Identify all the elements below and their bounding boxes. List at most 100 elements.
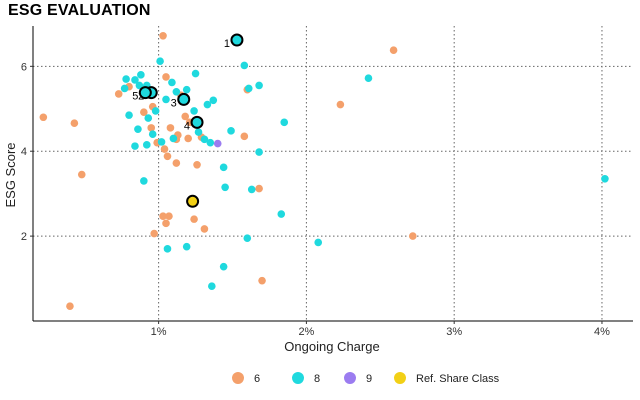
highlighted-point-3 [177, 92, 191, 106]
data-point-series-8 [144, 114, 153, 122]
grid-lines [33, 26, 633, 321]
data-point-series-8 [131, 76, 139, 84]
legend-swatch [394, 372, 406, 384]
data-point-series-8 [163, 245, 172, 253]
x-tick-label: 2% [298, 326, 314, 338]
data-point-series-8 [206, 138, 215, 147]
x-axis-title: Ongoing Charge [284, 339, 379, 354]
data-point-series-8 [221, 183, 229, 192]
data-point-series-6 [258, 276, 266, 285]
highlighted-point-label-5: 5 [132, 91, 138, 103]
data-point-series-6 [160, 145, 169, 153]
highlighted-point-label-1: 1 [224, 38, 230, 50]
data-point-series-6 [159, 31, 167, 40]
data-point-series-8 [135, 81, 144, 90]
data-points [39, 31, 609, 310]
chart-title: ESG EVALUATION [8, 2, 151, 19]
data-point-series-8 [255, 148, 263, 156]
tick-labels: 1% 2% 3% 4% 2 4 6 [21, 61, 610, 338]
data-point-series-6 [77, 170, 86, 179]
data-point-series-6 [409, 232, 417, 240]
axes [32, 26, 633, 322]
legend-label: 8 [314, 373, 320, 385]
data-point-series-8 [203, 100, 212, 109]
highlighted-points: 12345 [132, 33, 244, 132]
data-point-series-8 [137, 71, 145, 79]
data-point-series-8 [162, 95, 170, 104]
data-point-series-8 [148, 130, 157, 139]
data-point-series-8 [244, 84, 253, 93]
data-point-series-6 [165, 212, 173, 220]
data-point-series-6 [190, 215, 198, 223]
data-point-series-8 [125, 111, 133, 119]
data-point-series-6 [172, 159, 181, 167]
data-point-series-6 [114, 90, 123, 98]
highlighted-point-1 [230, 33, 244, 47]
y-axis-title: ESG Score [3, 142, 18, 207]
data-point-series-8 [134, 125, 142, 133]
data-point-series-8 [209, 96, 218, 105]
data-point-series-8 [364, 74, 373, 83]
data-point-series-8 [314, 238, 323, 247]
legend-swatch [292, 372, 304, 384]
data-point-series-6 [147, 124, 156, 132]
data-point-series-8 [140, 177, 148, 185]
data-point-series-8 [219, 163, 228, 172]
data-point-series-9 [213, 139, 222, 148]
data-point-series-8 [168, 78, 176, 87]
data-point-series-8 [190, 107, 198, 115]
data-point-series-8 [255, 81, 263, 90]
data-point-series-8 [243, 234, 252, 243]
data-point-series-6 [70, 119, 79, 128]
data-point-series-8 [172, 87, 181, 96]
legend-label: Ref. Share Class [416, 373, 500, 385]
data-point-series-8 [191, 69, 200, 78]
x-tick-label: 4% [594, 326, 610, 338]
data-point-series-6 [184, 134, 192, 143]
highlighted-point-label-4: 4 [184, 120, 190, 132]
x-tick-label: 3% [446, 326, 462, 338]
data-point-series-6 [181, 112, 190, 121]
data-point-series-8 [227, 127, 235, 135]
legend-label: 6 [254, 373, 260, 385]
data-point-series-8 [120, 84, 129, 93]
data-point-series-6 [162, 73, 170, 81]
data-point-series-8 [182, 242, 191, 251]
highlighted-point-label-3: 3 [171, 97, 177, 109]
data-point-series-8 [247, 185, 256, 194]
data-point-series-8 [131, 142, 139, 150]
y-tick-label: 4 [21, 146, 27, 158]
y-tick-label: 6 [21, 61, 27, 73]
data-point-series-8 [240, 61, 249, 70]
data-point-series-6 [39, 113, 48, 122]
data-point-series-6 [159, 212, 167, 220]
data-point-series-8 [219, 262, 228, 271]
data-point-series-8 [200, 135, 209, 144]
data-point-series-6 [389, 46, 398, 54]
highlighted-point-4 [190, 115, 204, 129]
data-point-series-6 [162, 219, 170, 228]
data-point-series-6 [140, 108, 148, 116]
data-point-series-8 [142, 141, 151, 149]
data-point-series-8 [182, 85, 191, 94]
data-point-series-8 [208, 282, 216, 290]
data-point-series-8 [601, 175, 609, 183]
data-point-series-8 [157, 138, 166, 146]
data-point-series-8 [122, 75, 130, 83]
data-point-series-8 [277, 210, 286, 218]
data-point-series-6 [336, 100, 345, 109]
data-point-series-6 [240, 132, 249, 141]
data-point-series-8 [169, 134, 178, 143]
x-tick-label: 1% [151, 326, 167, 338]
data-point-series-8 [156, 57, 164, 66]
data-point-series-6 [163, 152, 172, 161]
y-tick-label: 2 [21, 231, 27, 243]
highlighted-point-5 [138, 86, 152, 100]
data-point-series-8 [151, 107, 160, 115]
legend-label: 9 [366, 373, 372, 385]
data-point-series-8 [194, 128, 203, 136]
data-point-series-6 [255, 184, 263, 193]
data-point-series-6 [193, 160, 201, 169]
data-point-series-6 [66, 302, 74, 310]
